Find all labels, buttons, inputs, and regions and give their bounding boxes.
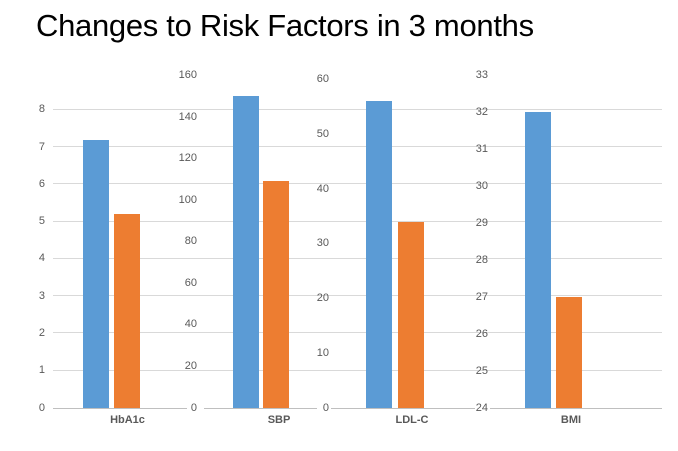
- y-axis-tick-label-bmi: 26: [475, 327, 488, 340]
- y-axis-tick-label-sbp: 120: [178, 152, 197, 165]
- y-axis-tick-label-hba1c: 0: [38, 401, 45, 414]
- bar-hba1c-series-1: [83, 139, 109, 408]
- y-axis-tick-label-sbp: 160: [178, 69, 197, 81]
- y-axis-tick-label-bmi: 28: [475, 253, 488, 266]
- x-axis-line: [490, 407, 662, 409]
- y-axis-tick-label-sbp: 60: [184, 276, 197, 289]
- y-axis-tick-label-hba1c: 7: [38, 140, 45, 153]
- bar-ldlc-series-2: [398, 221, 424, 408]
- y-axis-tick-label-hba1c: 8: [38, 103, 45, 116]
- y-axis-tick-label-bmi: 27: [475, 290, 488, 303]
- y-axis-tick-label-bmi: 31: [475, 142, 488, 155]
- y-axis-tick-label-hba1c: 3: [38, 289, 45, 302]
- y-axis-tick-label-ldlc: 30: [316, 237, 329, 250]
- y-axis-tick-label-sbp: 100: [178, 193, 197, 206]
- y-axis-tick-label-sbp: 140: [178, 110, 197, 123]
- y-axis-tick-label-sbp: 20: [184, 359, 197, 372]
- gridline: [53, 108, 662, 110]
- y-axis-tick-label-bmi: 32: [475, 105, 488, 118]
- y-axis-tick-label-hba1c: 2: [38, 326, 45, 339]
- x-axis-line: [204, 407, 317, 409]
- bar-hba1c-series-2: [114, 214, 140, 408]
- category-label-sbp: SBP: [267, 414, 291, 426]
- bar-bmi-series-1: [525, 112, 551, 408]
- y-axis-tick-label-ldlc: 10: [316, 346, 329, 359]
- y-axis-tick-label-sbp: 80: [184, 235, 197, 248]
- y-axis-tick-label-bmi: 24: [475, 401, 488, 414]
- y-axis-tick-label-hba1c: 1: [38, 364, 45, 377]
- y-axis-tick-label-ldlc: 50: [316, 127, 329, 140]
- y-axis-tick-label-sbp: 40: [184, 318, 197, 331]
- y-axis-tick-label-ldlc: 0: [322, 401, 329, 414]
- y-axis-tick-label-hba1c: 5: [38, 215, 45, 228]
- category-label-ldlc: LDL-C: [395, 414, 429, 426]
- bar-sbp-series-1: [233, 96, 259, 408]
- bar-sbp-series-2: [263, 181, 289, 408]
- y-axis-tick-label-ldlc: 40: [316, 182, 329, 195]
- gridline: [53, 220, 662, 222]
- x-axis-line: [331, 407, 475, 409]
- category-label-bmi: BMI: [560, 414, 582, 426]
- bar-bmi-series-2: [556, 297, 582, 408]
- y-axis-tick-label-bmi: 29: [475, 216, 488, 229]
- y-axis-tick-label-sbp: 0: [190, 401, 197, 414]
- gridline: [53, 332, 662, 334]
- gridline: [53, 183, 662, 185]
- gridline: [53, 295, 662, 297]
- x-axis-line: [53, 407, 187, 409]
- y-axis-tick-label-bmi: 33: [475, 69, 488, 81]
- y-axis-tick-label-hba1c: 4: [38, 252, 45, 265]
- y-axis-tick-label-ldlc: 60: [316, 73, 329, 85]
- gridline: [53, 369, 662, 371]
- y-axis-tick-label-bmi: 25: [475, 364, 488, 377]
- chart-title: Changes to Risk Factors in 3 months: [36, 8, 534, 43]
- gridline: [53, 146, 662, 148]
- y-axis-tick-label-bmi: 30: [475, 179, 488, 192]
- gridline: [53, 257, 662, 259]
- y-axis-tick-label-ldlc: 20: [316, 292, 329, 304]
- category-label-hba1c: HbA1c: [110, 414, 145, 426]
- y-axis-tick-label-hba1c: 6: [38, 177, 45, 190]
- bar-ldlc-series-1: [366, 101, 392, 408]
